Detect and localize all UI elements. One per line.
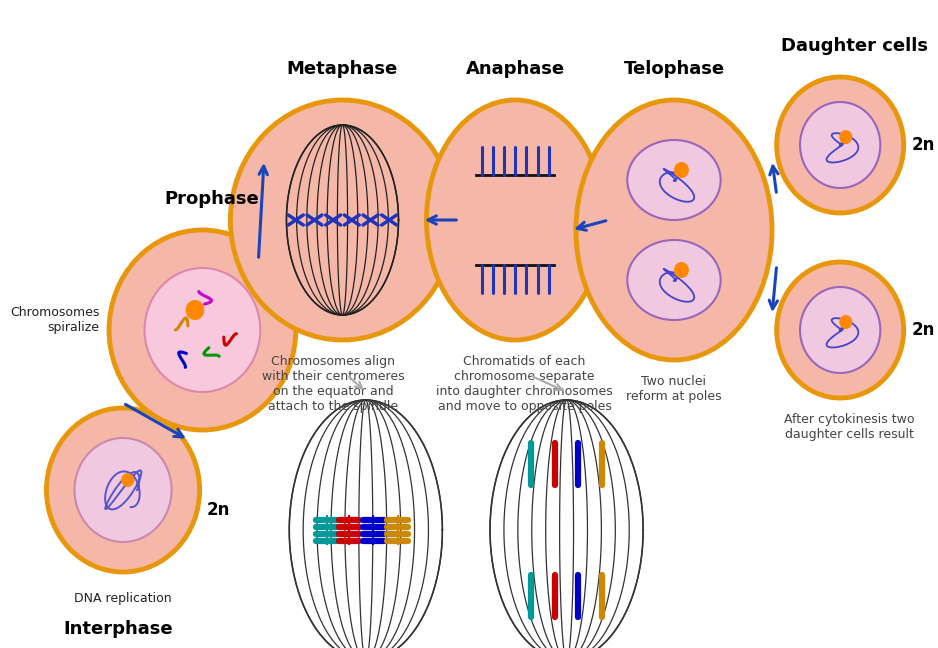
Text: Interphase: Interphase bbox=[64, 620, 174, 638]
Ellipse shape bbox=[144, 268, 261, 392]
Text: Prophase: Prophase bbox=[164, 190, 259, 208]
Circle shape bbox=[674, 162, 688, 178]
Ellipse shape bbox=[777, 77, 903, 213]
Ellipse shape bbox=[628, 140, 720, 220]
Circle shape bbox=[840, 130, 853, 144]
Text: Chromatids of each
chromosome separate
into daughter chromosomes
and move to opp: Chromatids of each chromosome separate i… bbox=[436, 355, 613, 413]
Ellipse shape bbox=[800, 102, 881, 188]
Circle shape bbox=[186, 300, 204, 320]
Text: 2n: 2n bbox=[911, 321, 934, 339]
Ellipse shape bbox=[427, 100, 604, 340]
Ellipse shape bbox=[74, 438, 172, 542]
Text: Chromosomes align
with their centromeres
on the equator and
attach to the spindl: Chromosomes align with their centromeres… bbox=[262, 355, 404, 413]
Text: DNA replication: DNA replication bbox=[74, 592, 172, 605]
Text: 2n: 2n bbox=[911, 136, 934, 154]
Text: 2n: 2n bbox=[207, 501, 231, 519]
Text: Anaphase: Anaphase bbox=[465, 60, 565, 78]
Text: Chromosomes
spiralize: Chromosomes spiralize bbox=[10, 306, 99, 334]
Text: After cytokinesis two
daughter cells result: After cytokinesis two daughter cells res… bbox=[784, 413, 915, 441]
Ellipse shape bbox=[576, 100, 772, 360]
Ellipse shape bbox=[777, 262, 903, 398]
Text: Telophase: Telophase bbox=[624, 60, 724, 78]
Ellipse shape bbox=[800, 287, 881, 373]
Text: Two nuclei
reform at poles: Two nuclei reform at poles bbox=[627, 375, 721, 403]
Circle shape bbox=[121, 473, 134, 487]
Circle shape bbox=[840, 315, 853, 329]
Ellipse shape bbox=[231, 100, 455, 340]
Text: Metaphase: Metaphase bbox=[287, 60, 398, 78]
Circle shape bbox=[674, 262, 688, 278]
Text: Daughter cells: Daughter cells bbox=[780, 37, 928, 55]
Ellipse shape bbox=[109, 230, 295, 430]
Ellipse shape bbox=[47, 408, 200, 572]
Ellipse shape bbox=[628, 240, 720, 320]
